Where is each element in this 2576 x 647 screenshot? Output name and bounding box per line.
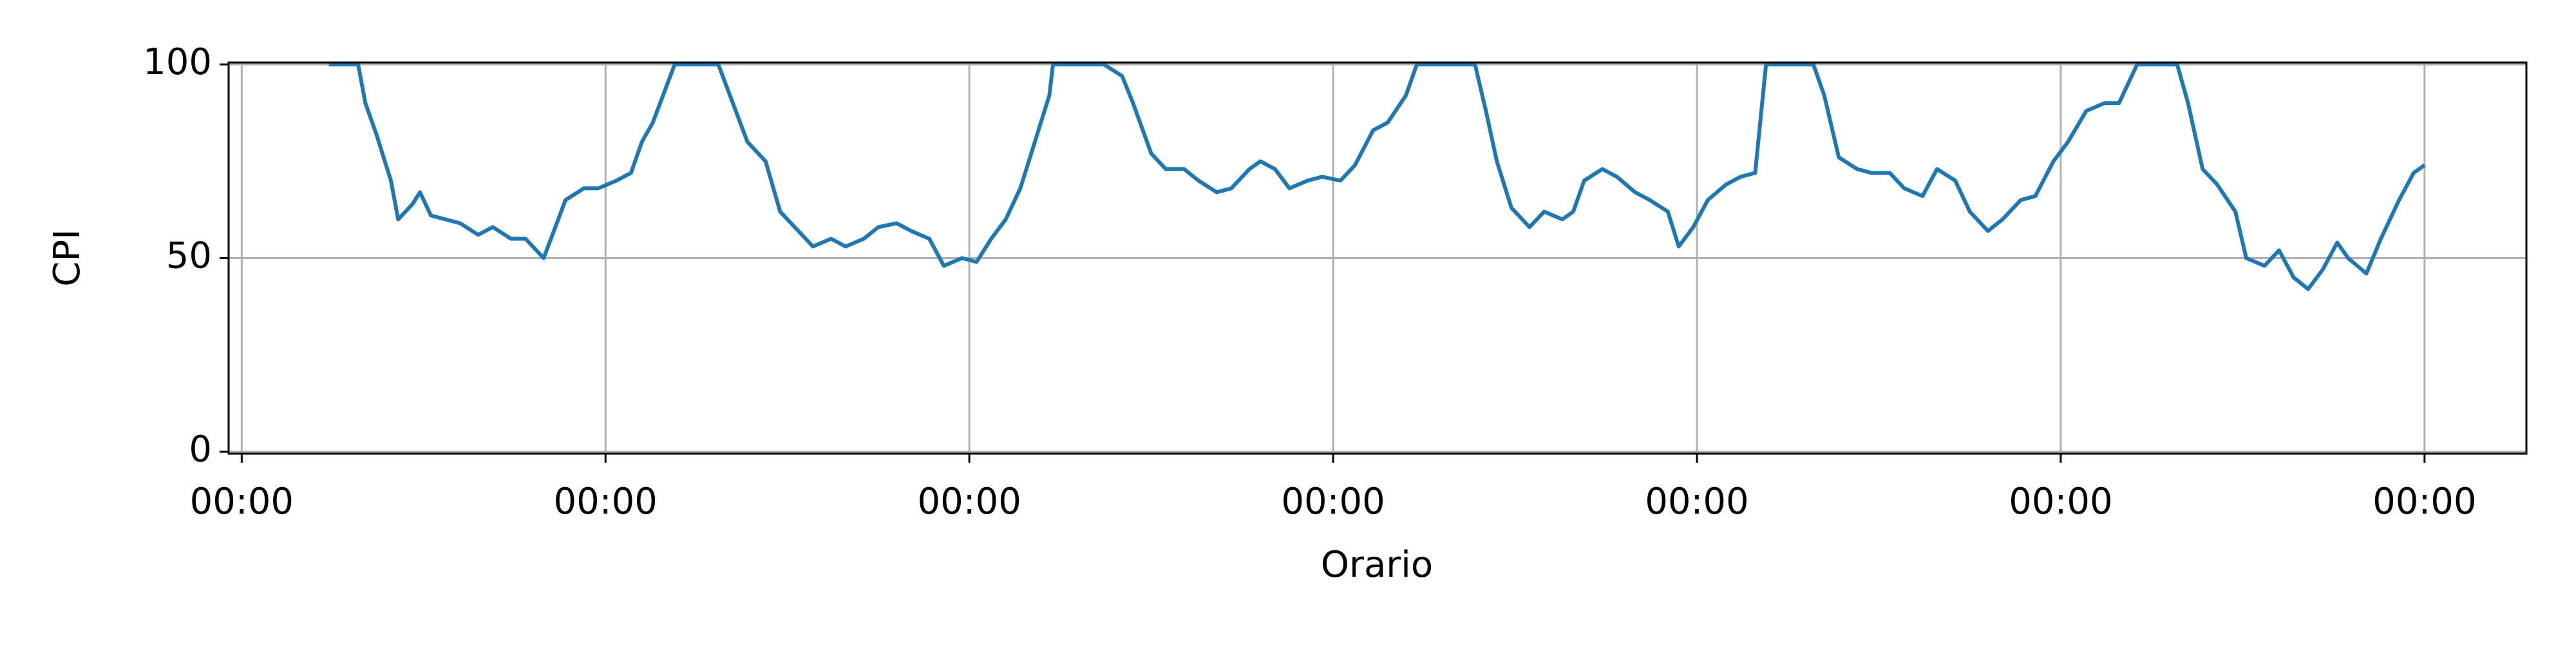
y-tick-label: 0 xyxy=(189,429,212,470)
x-tick-label: 00:00 xyxy=(554,481,658,523)
x-tick-label: 00:00 xyxy=(2372,481,2476,523)
x-tick-label: 00:00 xyxy=(1281,481,1385,523)
y-tick-label: 100 xyxy=(143,41,212,83)
x-axis-label: Orario xyxy=(1321,544,1433,586)
y-tick-label: 50 xyxy=(166,235,212,277)
data-line xyxy=(328,63,2426,291)
x-tick-label: 00:00 xyxy=(2009,481,2112,523)
plot-frame xyxy=(227,61,2528,455)
x-tick-label: 00:00 xyxy=(190,481,294,523)
x-tick-label: 00:00 xyxy=(917,481,1021,523)
y-axis-label: CPI xyxy=(46,229,88,286)
x-tick-label: 00:00 xyxy=(1645,481,1748,523)
